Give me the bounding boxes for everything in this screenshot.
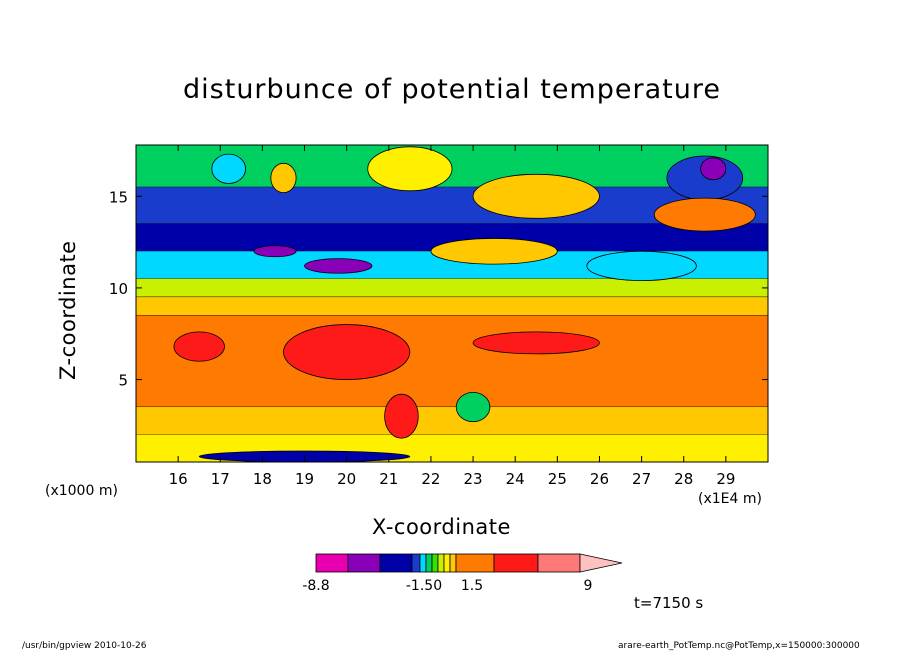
heat-blob-13 [472,331,600,355]
x-unit-right: (x1E4 m) [698,491,762,507]
heat-band-4 [136,278,768,298]
heat-blob-11 [173,331,225,362]
colorbar-segment-3 [411,553,421,573]
x-tick-label: 21 [379,470,398,488]
colorbar-segment-10 [455,553,495,573]
footer-left: /usr/bin/gpview 2010-10-26 [22,641,147,651]
x-tick-label: 20 [337,470,356,488]
x-tick-label: 27 [632,470,651,488]
y-tick-label: 15 [109,188,128,206]
axes: 16 17 18 19 20 21 22 23 24 25 26 27 28 29 5 10 15 [109,145,768,488]
heat-blob-6 [653,197,756,232]
x-tick-label: 24 [506,470,525,488]
plot-frame [135,144,769,463]
colorbar-segment-12 [537,553,581,573]
x-tick-label: 19 [295,470,314,488]
colorbar-label: 1.5 [461,578,483,594]
footer-right: arare-earth_PotTemp.nc@PotTemp,x=150000:… [618,641,860,651]
y-tick-label: 10 [109,280,128,298]
x-tick-label: 25 [548,470,567,488]
x-tick-label: 16 [169,470,188,488]
y-tick-label: 5 [118,372,128,390]
colorbar-segment-2 [379,553,413,573]
heat-blob-3 [472,173,600,219]
heat-band-5 [136,297,768,316]
colorbar-segment-11 [493,553,539,573]
colorbar-segment-5 [425,553,433,573]
x-axis-label: X-coordinate [372,515,511,539]
heatmap-area [136,145,768,462]
colorbar-segment-4 [419,553,427,573]
heat-blob-5 [700,157,727,181]
colorbar-arrow [579,553,623,573]
colorbar-segment-9 [449,553,457,573]
chart-title: disturbunce of potential temperature [183,74,721,105]
colorbar-segment-1 [347,553,381,573]
y-axis-label: Z-coordinate [56,240,80,380]
colorbar-label: -8.8 [302,578,329,594]
x-tick-label: 28 [674,470,693,488]
colorbar-segment-6 [431,553,439,573]
heat-blob-8 [586,250,697,281]
heat-blob-7 [430,238,558,265]
colorbar-segment-8 [443,553,451,573]
heat-blob-14 [384,393,419,439]
x-tick-label: 26 [590,470,609,488]
heat-band-7 [136,407,768,435]
time-label: t=7150 s [634,594,704,612]
colorbar-label: -1.50 [406,578,442,594]
x-tick-label: 17 [211,470,230,488]
x-tick-label: 23 [464,470,483,488]
heat-blob-9 [253,245,297,258]
heat-blob-10 [304,258,373,274]
heat-blob-0 [211,153,246,184]
colorbar-label: 9 [584,578,593,594]
colorbar: -8.8 -1.50 1.5 9 [302,553,623,594]
x-tick-label: 22 [421,470,440,488]
x-tick-label: 18 [253,470,272,488]
x-tick-label: 29 [716,470,735,488]
heat-blob-1 [270,162,297,194]
heat-band-6 [136,315,768,408]
colorbar-segment-7 [437,553,445,573]
heat-blob-12 [283,324,411,380]
heat-blob-2 [367,146,453,192]
heat-blob-15 [455,391,491,423]
x-unit-left: (x1000 m) [45,483,118,499]
colorbar-segment-0 [315,553,349,573]
